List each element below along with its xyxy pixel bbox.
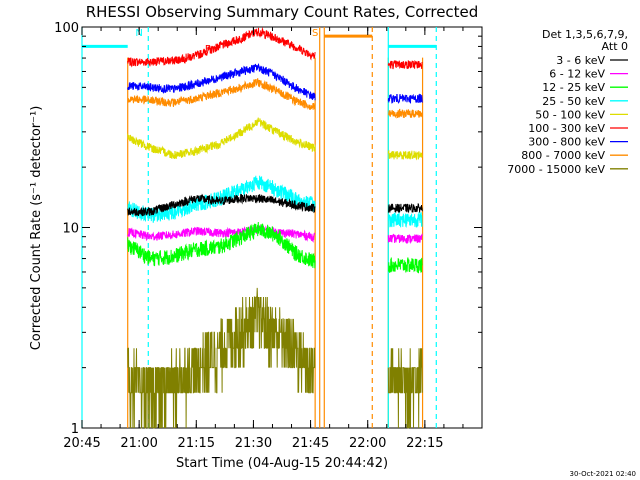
- legend-label: 100 - 300 keV: [528, 122, 605, 135]
- annotation-marker: F: [205, 44, 211, 55]
- y-tick-label: 10: [62, 222, 79, 237]
- series-line-segment2: [387, 348, 423, 429]
- y-tick-label: 1: [71, 422, 79, 437]
- plot-area: NFS: [81, 26, 483, 429]
- x-axis-label: Start Time (04-Aug-15 20:44:42): [176, 456, 388, 471]
- series-line-segment2: [388, 257, 423, 274]
- legend-label: 3 - 6 keV: [556, 54, 605, 67]
- series-line-segment2: [387, 211, 423, 228]
- series-line-segment2: [387, 203, 423, 214]
- series-line-segment2: [387, 149, 423, 161]
- x-tick-label: 22:15: [406, 436, 443, 451]
- series-line: [127, 221, 316, 269]
- series-line: [127, 63, 316, 101]
- time-boundaries: [81, 27, 437, 428]
- series-line: [127, 117, 316, 159]
- series-line: [127, 193, 316, 217]
- series-line: [127, 287, 316, 429]
- legend-label: 7000 - 15000 keV: [507, 163, 605, 176]
- series-line-segment2: [387, 233, 423, 245]
- series-line-segment2: [387, 93, 423, 105]
- x-tick-label: 21:15: [178, 436, 215, 451]
- y-tick-label: 100: [54, 21, 79, 36]
- legend-label: 6 - 12 keV: [549, 68, 605, 81]
- series-line: [127, 175, 316, 223]
- series-line: [127, 78, 316, 110]
- series-line: [127, 26, 316, 68]
- series-layer: [127, 26, 423, 429]
- x-tick-label: 20:45: [63, 436, 100, 451]
- legend-label: 25 - 50 keV: [542, 95, 605, 108]
- series-line: [127, 225, 316, 244]
- x-tick-label: 21:45: [292, 436, 329, 451]
- legend-header: Det 1,3,5,6,7,9,: [542, 28, 628, 41]
- y-axis-label: Corrected Count Rate (s⁻¹ detector⁻¹): [29, 106, 44, 351]
- legend-header: Att 0: [602, 40, 628, 53]
- legend-label: 800 - 7000 keV: [521, 149, 605, 162]
- x-tick-label: 21:00: [120, 436, 157, 451]
- x-tick-label: 21:30: [235, 436, 272, 451]
- x-tick-label: 22:00: [349, 436, 386, 451]
- annotation-marker: S: [312, 28, 318, 39]
- legend-label: 12 - 25 keV: [542, 81, 605, 94]
- x-axis: 20:45 21:00 21:15 21:30 21:45 22:00 22:15: [63, 27, 483, 451]
- chart-title: RHESSI Observing Summary Count Rates, Co…: [86, 3, 479, 21]
- legend-label: 50 - 100 keV: [535, 108, 605, 121]
- series-line-segment2: [387, 59, 423, 70]
- legend-label: 300 - 800 keV: [528, 136, 605, 149]
- y-axis: 1 10 100: [54, 21, 482, 437]
- timestamp: 30-Oct-2021 02:40: [570, 470, 636, 478]
- series-line-segment2: [388, 108, 423, 119]
